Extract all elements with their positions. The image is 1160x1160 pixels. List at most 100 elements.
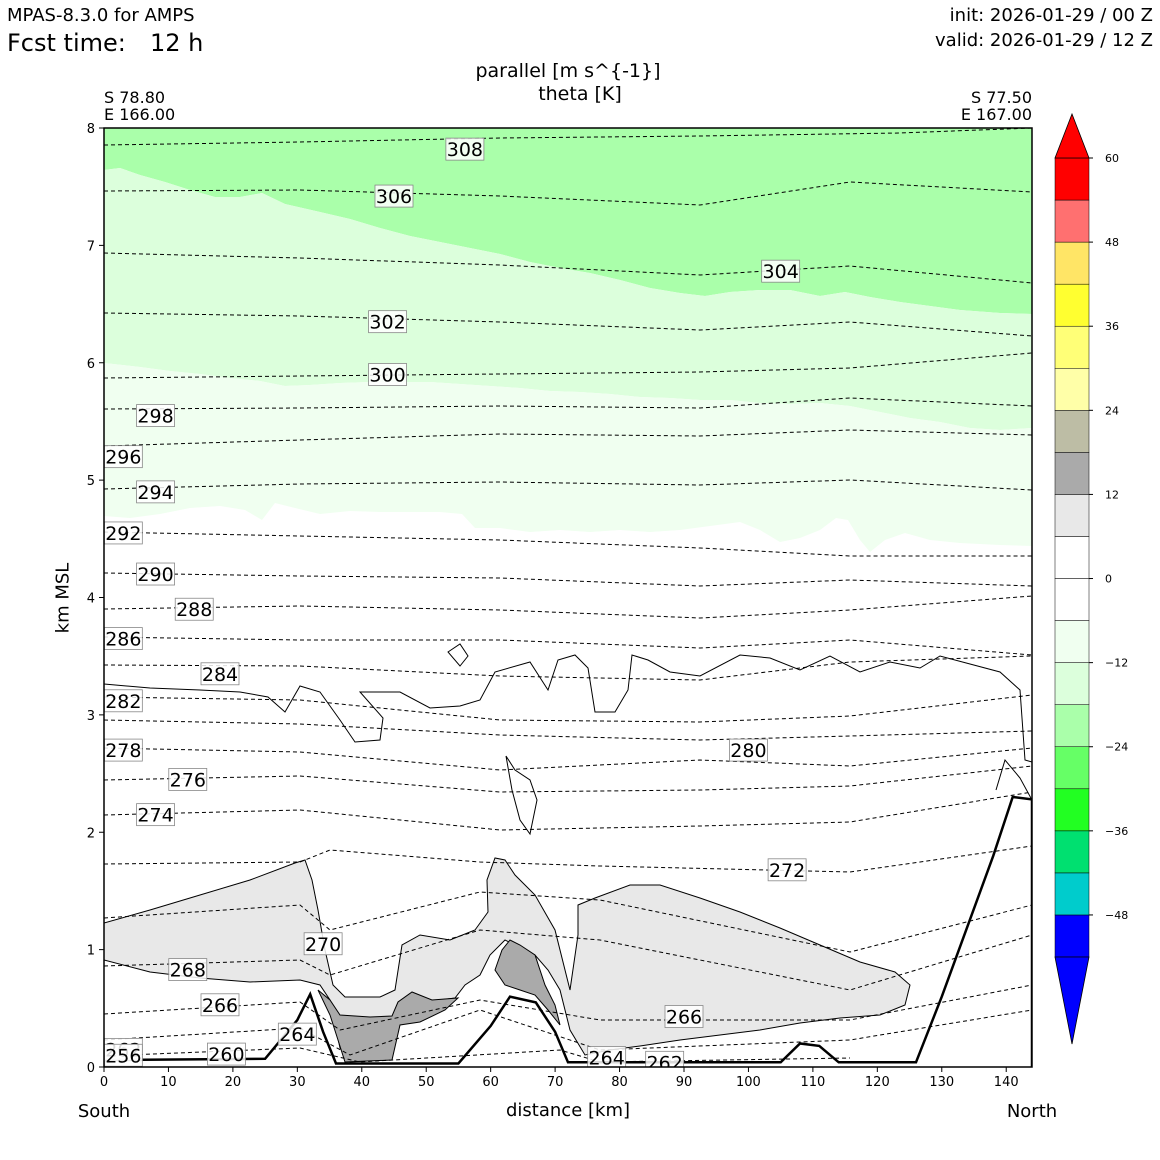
colorbar-bin xyxy=(1054,536,1090,579)
svg-text:266: 266 xyxy=(666,1007,702,1029)
svg-text:308: 308 xyxy=(447,139,483,161)
theta-label: 264 xyxy=(277,1022,317,1046)
colorbar-bin xyxy=(1054,241,1090,285)
colorbar-tick-label: −48 xyxy=(1105,909,1128,922)
theta-label: 304 xyxy=(761,259,801,283)
theta-label: 308 xyxy=(445,137,485,161)
svg-text:272: 272 xyxy=(769,860,805,882)
y-tick-label: 4 xyxy=(87,592,95,607)
colorbar-bin xyxy=(1054,578,1090,621)
x-axis-label: distance [km] xyxy=(506,1100,630,1121)
x-tick-label: 10 xyxy=(160,1075,177,1090)
svg-text:264: 264 xyxy=(279,1024,315,1046)
x-tick-label: 70 xyxy=(547,1075,564,1090)
band-neg12-18 xyxy=(104,168,1032,430)
theta-label: 294 xyxy=(136,480,175,504)
svg-text:304: 304 xyxy=(763,261,799,283)
colorbar-over xyxy=(1054,112,1090,159)
svg-text:262: 262 xyxy=(647,1052,683,1074)
theta-label: 272 xyxy=(767,858,807,882)
svg-text:276: 276 xyxy=(170,769,206,791)
svg-text:286: 286 xyxy=(105,629,141,651)
theta-label: 280 xyxy=(729,738,768,762)
theta-label: 274 xyxy=(136,803,175,827)
svg-text:300: 300 xyxy=(369,364,405,386)
wind-contours xyxy=(104,643,1032,836)
theta-label: 266 xyxy=(200,993,240,1017)
svg-text:290: 290 xyxy=(137,564,173,586)
theta-label: 270 xyxy=(303,932,343,956)
theta-label: 262 xyxy=(645,1050,685,1074)
north-label: North xyxy=(1006,1101,1058,1122)
chart-subtitle: theta [K] xyxy=(538,83,622,105)
y-tick-label: 7 xyxy=(87,239,95,254)
band-pos12-18-right xyxy=(494,939,561,1026)
theta-label: 276 xyxy=(168,768,208,791)
svg-text:284: 284 xyxy=(202,664,238,686)
x-tick-label: 90 xyxy=(676,1075,693,1090)
svg-text:260: 260 xyxy=(208,1044,244,1066)
colorbar-tick-label: −12 xyxy=(1105,657,1128,670)
theta-label: 260 xyxy=(207,1042,246,1066)
y-tick-label: 8 xyxy=(87,122,95,137)
theta-label: 292 xyxy=(104,521,143,545)
forecast-time-label: Fcst time: xyxy=(7,29,126,57)
svg-text:268: 268 xyxy=(170,960,206,982)
colorbar-tick-label: 60 xyxy=(1105,152,1119,165)
y-tick-label: 6 xyxy=(87,357,95,372)
right-longitude: E 167.00 xyxy=(960,105,1032,124)
svg-text:278: 278 xyxy=(105,740,141,762)
south-label: South xyxy=(77,1101,131,1122)
forecast-time-value: 12 h xyxy=(150,29,204,57)
theta-label: 290 xyxy=(136,562,175,586)
colorbar-under xyxy=(1054,956,1090,1045)
svg-text:282: 282 xyxy=(105,691,141,713)
colorbar-bin xyxy=(1054,788,1090,832)
colorbar: 60 48 36 24 12 0 −12 −24 −36 −48 xyxy=(1054,112,1128,1045)
theta-label: 296 xyxy=(104,445,143,469)
colorbar-bin xyxy=(1054,410,1090,453)
terrain-fill xyxy=(104,795,1032,1067)
colorbar-bin xyxy=(1054,830,1090,874)
y-tick-label: 1 xyxy=(87,944,95,959)
x-tick-label: 110 xyxy=(800,1075,825,1090)
y-axis: 0 1 2 3 4 5 6 7 8 xyxy=(87,122,104,1076)
theta-label: 306 xyxy=(374,184,414,208)
x-tick-label: 130 xyxy=(929,1075,954,1090)
theta-label: 284 xyxy=(200,662,240,686)
theta-label: 288 xyxy=(174,597,214,621)
x-tick-label: 100 xyxy=(736,1075,761,1090)
x-axis: 0 10 20 30 40 50 60 70 80 90 100 110 120 130 140 xyxy=(100,1067,1019,1090)
colorbar-bin xyxy=(1054,452,1090,495)
colorbar-bin xyxy=(1054,494,1090,537)
colorbar-bin xyxy=(1054,325,1090,369)
svg-text:298: 298 xyxy=(137,406,173,428)
theta-label: 268 xyxy=(168,958,208,982)
x-tick-label: 40 xyxy=(354,1075,371,1090)
y-tick-label: 2 xyxy=(87,826,95,841)
colorbar-bin xyxy=(1054,199,1090,243)
band-neg6-12 xyxy=(104,363,1032,552)
left-latitude: S 78.80 xyxy=(104,88,166,107)
svg-text:288: 288 xyxy=(176,599,212,621)
theta-label: 286 xyxy=(104,627,143,651)
left-longitude: E 166.00 xyxy=(104,105,176,124)
svg-text:280: 280 xyxy=(730,740,766,762)
svg-text:296: 296 xyxy=(105,447,141,469)
valid-time: valid: 2026-01-29 / 12 Z xyxy=(935,30,1153,51)
x-tick-label: 20 xyxy=(225,1075,242,1090)
x-tick-label: 80 xyxy=(611,1075,628,1090)
y-tick-label: 0 xyxy=(87,1061,95,1076)
colorbar-tick-label: 48 xyxy=(1105,236,1119,249)
chart-title: parallel [m s^{-1}] xyxy=(475,60,661,82)
x-tick-label: 140 xyxy=(994,1075,1019,1090)
x-tick-label: 0 xyxy=(100,1075,108,1090)
colorbar-tick-label: 36 xyxy=(1105,320,1119,333)
svg-text:270: 270 xyxy=(305,934,341,956)
svg-text:292: 292 xyxy=(105,523,141,545)
colorbar-bin xyxy=(1054,746,1090,790)
svg-text:256: 256 xyxy=(105,1045,141,1067)
y-tick-label: 5 xyxy=(87,474,95,489)
